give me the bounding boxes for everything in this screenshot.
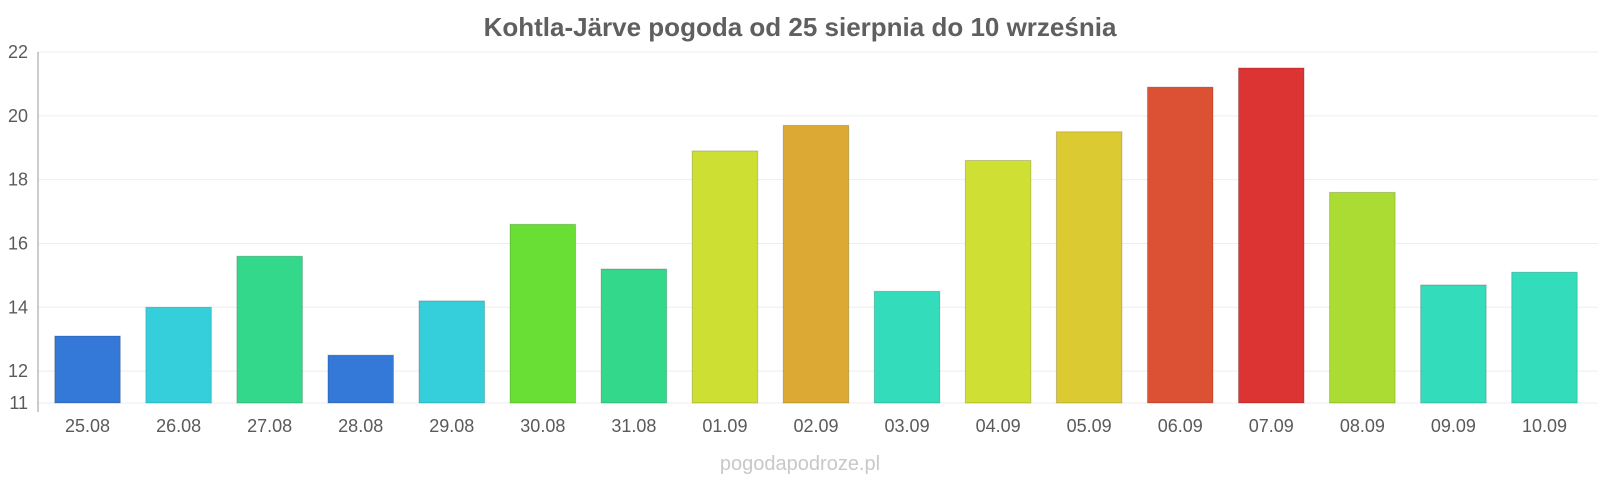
x-tick-label: 28.08 [338, 416, 383, 436]
bar-25.08 [54, 335, 121, 404]
x-tick-label: 02.09 [793, 416, 838, 436]
bar-27.08 [236, 255, 303, 404]
x-tick-label: 26.08 [156, 416, 201, 436]
x-tick-label: 03.09 [885, 416, 930, 436]
x-tick-label: 29.08 [429, 416, 474, 436]
bar-05.09 [1055, 131, 1123, 404]
x-tick-label: 10.09 [1522, 416, 1567, 436]
x-tick-label: 06.09 [1158, 416, 1203, 436]
bar-06.09 [1146, 86, 1214, 404]
watermark: pogodapodroze.pl [720, 453, 880, 475]
y-tick-label: 14 [8, 297, 28, 317]
x-axis-ticks: 25.08 26.08 27.08 28.08 29.08 30.08 31.08 01.09… [65, 416, 1567, 436]
x-tick-label: 31.08 [611, 416, 656, 436]
y-tick-label: 20 [8, 106, 28, 126]
x-tick-label: 25.08 [65, 416, 110, 436]
chart-title: Kohtla-Järve pogoda od 25 sierpnia do 10… [484, 12, 1117, 42]
bar-03.09 [873, 290, 941, 404]
x-tick-label: 08.09 [1340, 416, 1385, 436]
bar-01.09 [691, 150, 759, 404]
y-tick-label: 18 [8, 170, 28, 190]
x-tick-label: 04.09 [976, 416, 1021, 436]
y-tick-label: 16 [8, 233, 28, 253]
bar-31.08 [600, 268, 668, 404]
bar-07.09 [1238, 67, 1305, 404]
x-tick-label: 30.08 [520, 416, 565, 436]
bar-04.09 [964, 159, 1032, 404]
y-tick-label: 22 [8, 42, 28, 62]
bar-09.09 [1420, 284, 1487, 404]
x-tick-label: 07.09 [1249, 416, 1294, 436]
bar-08.09 [1329, 191, 1396, 404]
bars [54, 67, 1578, 404]
bar-10.09 [1511, 271, 1578, 404]
x-tick-label: 09.09 [1431, 416, 1476, 436]
bar-30.08 [509, 223, 577, 404]
bar-26.08 [145, 306, 212, 404]
y-tick-label: 12 [8, 361, 28, 381]
x-tick-label: 27.08 [247, 416, 292, 436]
x-tick-label: 05.09 [1067, 416, 1112, 436]
bar-28.08 [327, 354, 394, 404]
y-tick-label: 11 [9, 393, 28, 413]
x-tick-label: 01.09 [702, 416, 747, 436]
bar-29.08 [418, 300, 486, 404]
y-axis-ticks: 11 12 14 16 18 20 22 [8, 42, 28, 413]
bar-02.09 [782, 124, 850, 404]
